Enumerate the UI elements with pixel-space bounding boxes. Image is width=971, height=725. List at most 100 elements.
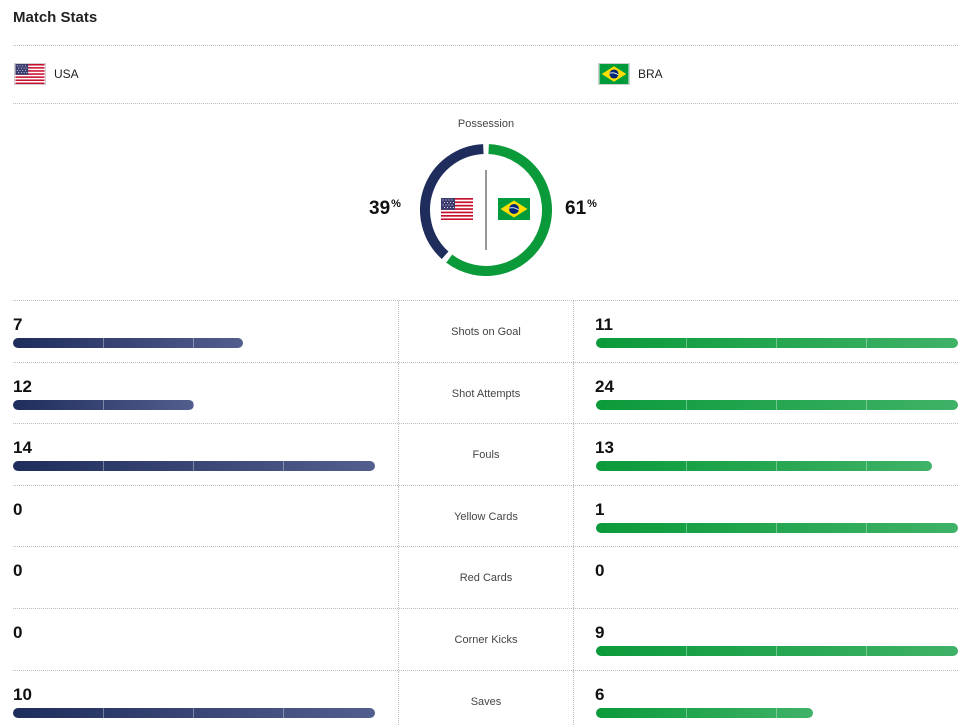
stat-label: Shots on Goal bbox=[451, 326, 521, 338]
stat-away-bar bbox=[596, 645, 958, 656]
stat-away-value: 11 bbox=[595, 315, 613, 334]
team-away: BRA bbox=[598, 63, 663, 85]
stat-row: 0 Corner Kicks 9 bbox=[13, 607, 958, 670]
stat-home-value: 10 bbox=[13, 684, 32, 704]
possession-away-number: 61 bbox=[565, 198, 587, 219]
column-divider bbox=[573, 608, 574, 670]
possession-away-value: 61% bbox=[565, 198, 597, 220]
bar-tick bbox=[776, 399, 777, 410]
bar-tick bbox=[686, 338, 687, 348]
bar-tick bbox=[686, 399, 687, 410]
possession-arc-away bbox=[446, 144, 552, 276]
stat-away-bar bbox=[596, 707, 813, 718]
stats-table: 7 Shots on Goal 11 12 Shot Attempts 24 14 Fouls… bbox=[13, 300, 958, 725]
stat-home-bar bbox=[13, 461, 375, 472]
bar-tick bbox=[866, 522, 867, 533]
stat-row: 7 Shots on Goal 11 bbox=[13, 300, 958, 362]
bar-tick bbox=[193, 399, 194, 410]
bar-tick bbox=[193, 707, 194, 718]
column-divider bbox=[398, 608, 399, 670]
stat-label: Shot Attempts bbox=[451, 387, 521, 400]
bar-tick bbox=[866, 399, 867, 410]
column-divider bbox=[398, 670, 399, 725]
column-divider bbox=[398, 362, 399, 424]
bar-tick bbox=[776, 338, 777, 348]
stat-away-value: 9 bbox=[595, 622, 605, 642]
possession-donut bbox=[420, 144, 552, 276]
stat-label: Corner Kicks bbox=[454, 633, 518, 646]
divider bbox=[13, 45, 958, 46]
stat-label: Yellow Cards bbox=[454, 510, 518, 523]
stat-home-value: 7 bbox=[13, 315, 23, 334]
column-divider bbox=[573, 547, 574, 608]
stat-row: 12 Shot Attempts 24 bbox=[13, 361, 958, 424]
stat-away-bar bbox=[596, 522, 958, 533]
bar-tick bbox=[283, 461, 284, 472]
possession-label: Possession bbox=[457, 118, 515, 130]
bar-tick bbox=[103, 707, 104, 718]
bar-tick bbox=[776, 522, 777, 533]
stat-home-value: 12 bbox=[13, 376, 32, 396]
bar-tick bbox=[283, 707, 284, 718]
stat-away-bar bbox=[596, 338, 958, 348]
possession-arc-home bbox=[420, 144, 484, 259]
team-home: USA bbox=[14, 63, 79, 85]
stat-home-bar bbox=[13, 707, 375, 718]
bar-tick bbox=[103, 461, 104, 472]
bar-tick bbox=[193, 338, 194, 348]
possession-away-unit: % bbox=[587, 198, 597, 210]
bar-tick bbox=[776, 645, 777, 656]
team-away-name: BRA bbox=[638, 67, 663, 81]
bar-tick bbox=[866, 338, 867, 348]
stat-row: 0 Red Cards 0 bbox=[13, 546, 958, 608]
possession-home-number: 39 bbox=[369, 198, 391, 219]
team-home-name: USA bbox=[54, 67, 79, 81]
bar-tick bbox=[776, 707, 777, 718]
stat-home-value: 0 bbox=[13, 622, 23, 642]
stat-away-value: 0 bbox=[595, 561, 605, 581]
column-divider bbox=[398, 485, 399, 547]
column-divider bbox=[573, 301, 574, 362]
stat-row: 10 Saves 6 bbox=[13, 669, 958, 725]
stat-away-bar bbox=[596, 399, 958, 410]
stat-home-value: 0 bbox=[13, 561, 23, 581]
bar-tick bbox=[866, 461, 867, 472]
possession-home-unit: % bbox=[391, 198, 401, 210]
possession-home-value: 39% bbox=[369, 198, 401, 220]
stat-home-bar bbox=[13, 338, 243, 348]
stat-away-value: 6 bbox=[595, 684, 605, 704]
brazil-flag-icon bbox=[598, 63, 630, 85]
column-divider bbox=[398, 547, 399, 608]
bar-tick bbox=[103, 338, 104, 348]
bar-tick bbox=[686, 707, 687, 718]
column-divider bbox=[398, 301, 399, 362]
stat-row: 14 Fouls 13 bbox=[13, 423, 958, 485]
column-divider bbox=[398, 424, 399, 485]
column-divider bbox=[573, 485, 574, 547]
usa-flag-icon bbox=[441, 198, 473, 220]
bar-tick bbox=[103, 399, 104, 410]
stat-label: Fouls bbox=[472, 449, 500, 462]
usa-flag-icon bbox=[14, 63, 46, 85]
stat-away-value: 24 bbox=[595, 376, 614, 396]
bar-tick bbox=[193, 461, 194, 472]
stat-home-value: 14 bbox=[13, 438, 32, 458]
bar-tick bbox=[776, 461, 777, 472]
stat-label: Saves bbox=[470, 695, 502, 708]
bar-tick bbox=[686, 461, 687, 472]
column-divider bbox=[573, 362, 574, 424]
stat-label: Red Cards bbox=[459, 572, 513, 585]
brazil-flag-icon bbox=[498, 198, 530, 220]
bar-tick bbox=[686, 645, 687, 656]
column-divider bbox=[573, 424, 574, 485]
divider bbox=[13, 103, 958, 104]
stat-away-bar bbox=[596, 461, 932, 472]
column-divider bbox=[573, 670, 574, 725]
stat-away-value: 13 bbox=[595, 438, 614, 458]
stat-home-bar bbox=[13, 399, 194, 410]
bar-tick bbox=[686, 522, 687, 533]
stat-home-value: 0 bbox=[13, 499, 23, 519]
bar-tick bbox=[866, 645, 867, 656]
stat-row: 0 Yellow Cards 1 bbox=[13, 484, 958, 547]
stat-away-value: 1 bbox=[595, 499, 605, 519]
